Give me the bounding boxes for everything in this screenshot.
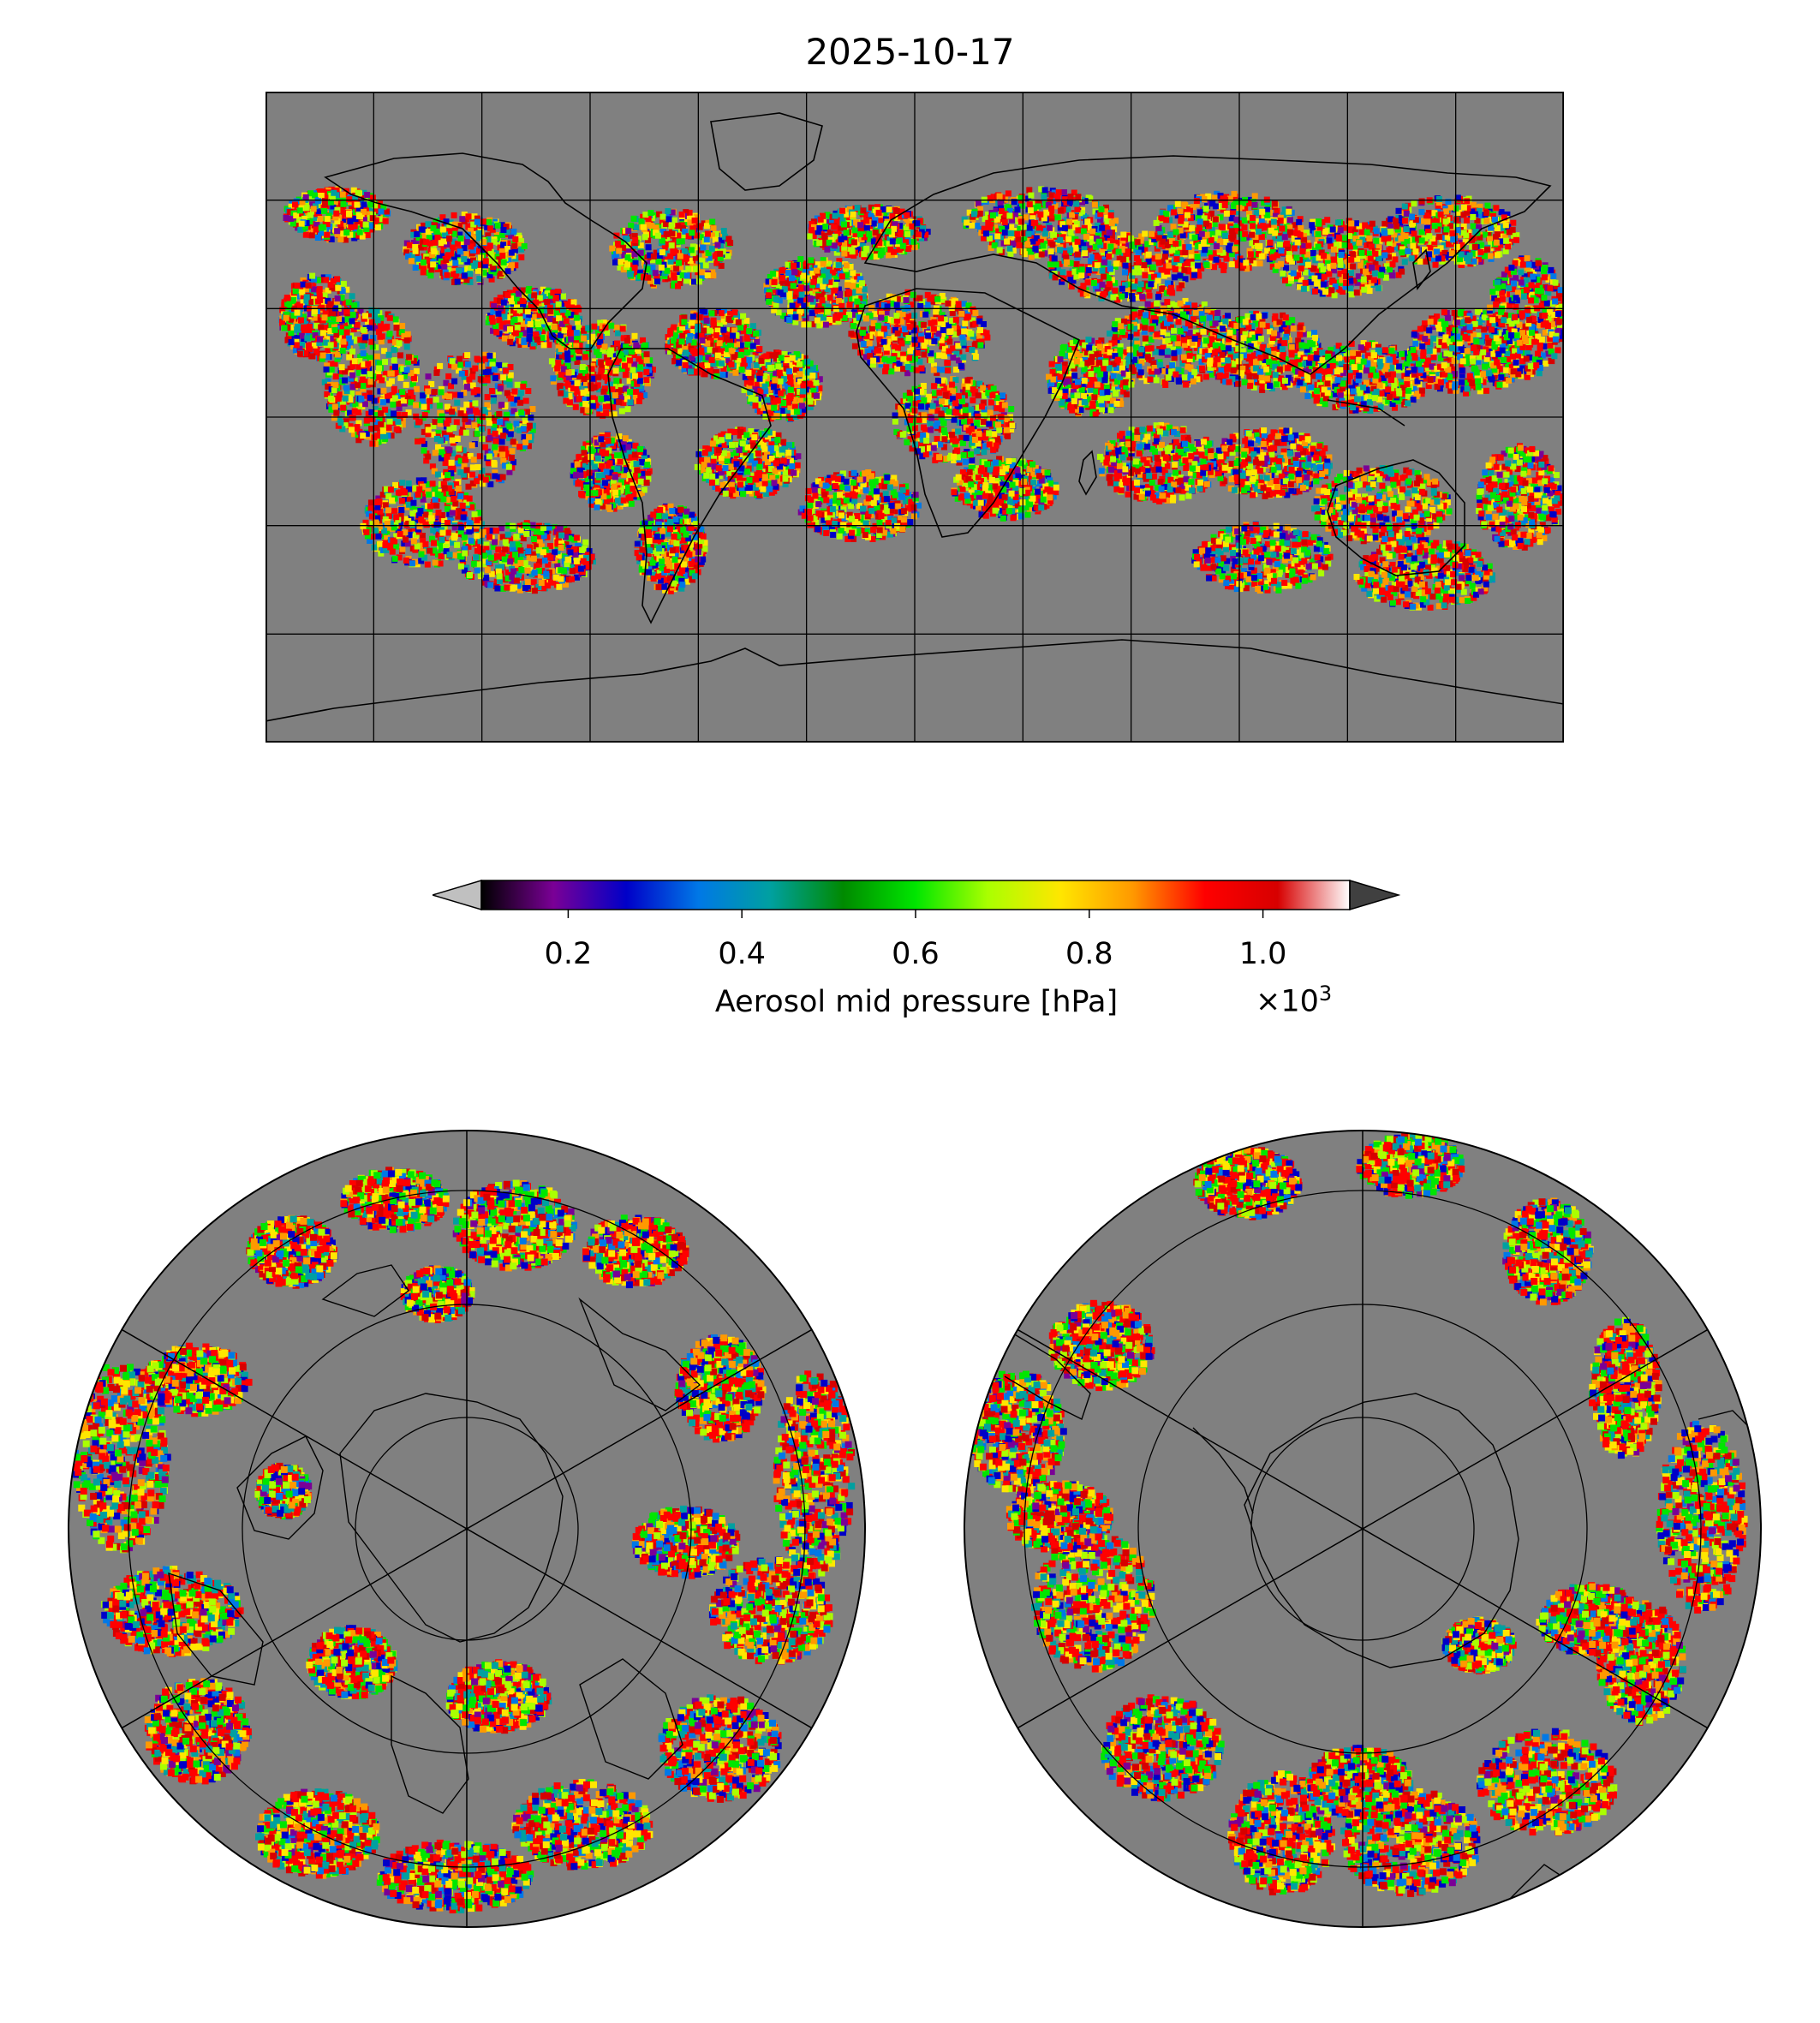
colorbar-tick-label: 1.0	[1212, 937, 1315, 971]
north-gridlines	[117, 1131, 816, 1927]
global-aerosol-pixels	[278, 186, 1564, 611]
colorbar-label: Aerosol mid pressure [hPa]	[531, 985, 1302, 1019]
global-gridlines	[266, 92, 1564, 743]
north-polar-map	[68, 1130, 866, 1928]
global-coastlines	[266, 112, 1564, 722]
south-gridlines	[1013, 1131, 1712, 1927]
colorbar-tick-label: 0.6	[864, 937, 967, 971]
colorbar-tick-label: 0.4	[690, 937, 793, 971]
south-map-frame	[964, 1130, 1762, 1928]
colorbar-extend-low	[433, 879, 482, 911]
colorbar-multiplier-exponent: 3	[1319, 982, 1332, 1006]
north-coastlines	[168, 1264, 701, 1814]
colorbar-extend-high	[1349, 879, 1400, 911]
colorbar-multiplier: ×103	[1256, 982, 1332, 1019]
colorbar	[433, 879, 1400, 918]
colorbar-tick-label: 0.2	[516, 937, 619, 971]
south-polar-map	[964, 1130, 1762, 1928]
global-map	[266, 92, 1564, 743]
global-map-frame	[266, 92, 1564, 743]
colorbar-tick-label: 0.8	[1038, 937, 1141, 971]
colorbar-gradient	[481, 880, 1350, 910]
colorbar-multiplier-base: ×10	[1256, 985, 1319, 1019]
north-map-frame	[68, 1130, 866, 1928]
colorbar-tick-marks	[567, 910, 1264, 918]
south-aerosol-pixels	[967, 1132, 1748, 1897]
figure-title: 2025-10-17	[0, 31, 1820, 73]
